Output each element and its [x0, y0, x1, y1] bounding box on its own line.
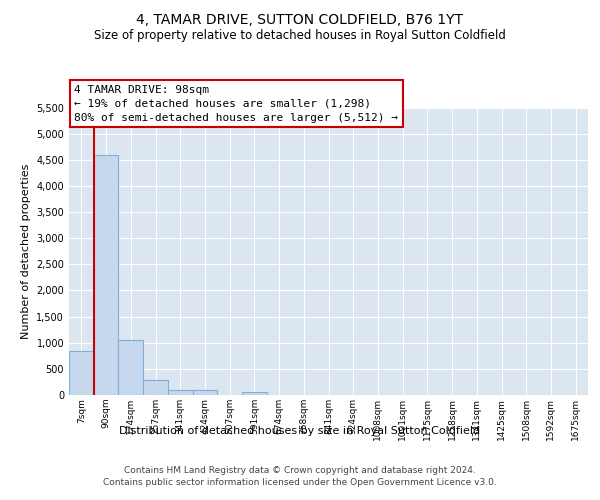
- Bar: [143, 380, 168, 395]
- Text: Contains public sector information licensed under the Open Government Licence v3: Contains public sector information licen…: [103, 478, 497, 487]
- Bar: [118, 340, 143, 395]
- Bar: [69, 350, 94, 395]
- Text: Size of property relative to detached houses in Royal Sutton Coldfield: Size of property relative to detached ho…: [94, 29, 506, 42]
- Y-axis label: Number of detached properties: Number of detached properties: [21, 164, 31, 339]
- Bar: [242, 392, 267, 395]
- Bar: [168, 390, 193, 395]
- Text: Contains HM Land Registry data © Crown copyright and database right 2024.: Contains HM Land Registry data © Crown c…: [124, 466, 476, 475]
- Bar: [193, 390, 217, 395]
- Bar: [94, 154, 118, 395]
- Text: 4, TAMAR DRIVE, SUTTON COLDFIELD, B76 1YT: 4, TAMAR DRIVE, SUTTON COLDFIELD, B76 1Y…: [137, 12, 464, 26]
- Text: Distribution of detached houses by size in Royal Sutton Coldfield: Distribution of detached houses by size …: [119, 426, 481, 436]
- Text: 4 TAMAR DRIVE: 98sqm
← 19% of detached houses are smaller (1,298)
80% of semi-de: 4 TAMAR DRIVE: 98sqm ← 19% of detached h…: [74, 84, 398, 122]
